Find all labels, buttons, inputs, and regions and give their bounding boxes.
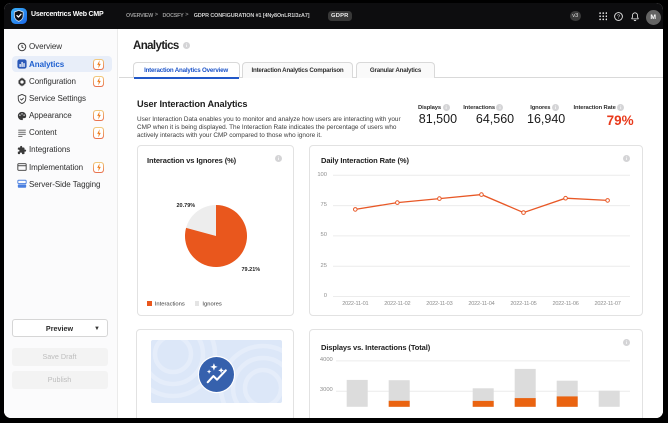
svg-text:?: ?	[617, 14, 620, 20]
